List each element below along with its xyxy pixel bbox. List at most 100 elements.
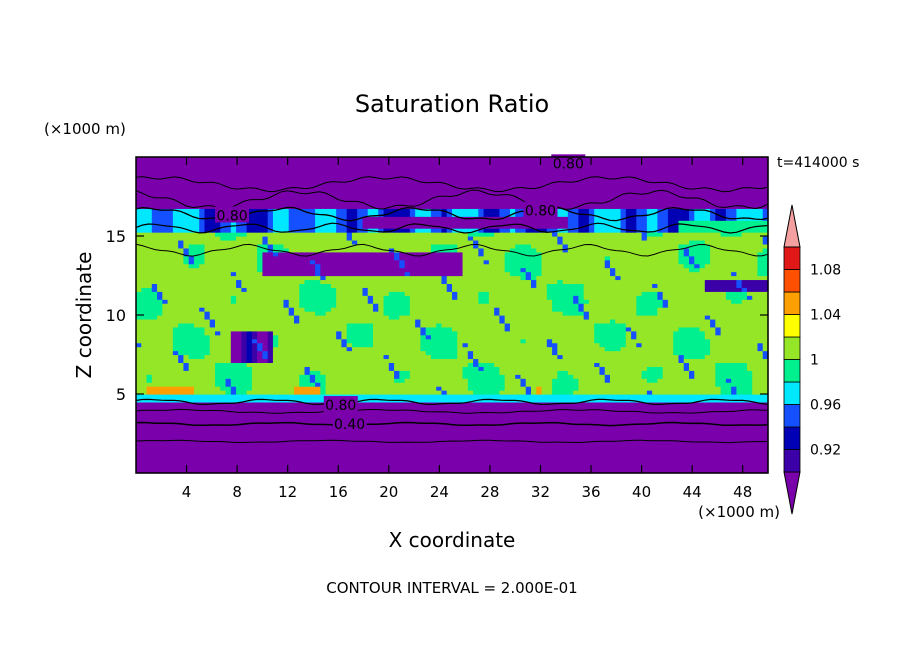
heatmap-cell [199,409,206,415]
heatmap-cell [178,366,184,371]
heatmap-cell [288,390,295,395]
heatmap-cell [462,433,469,439]
heatmap-cell [557,350,564,356]
heatmap-cell [225,366,232,371]
heatmap-cell [420,338,427,344]
heatmap-cell [146,445,153,450]
heatmap-cell [667,441,674,446]
heatmap-cell [294,358,300,363]
heatmap-cell [594,413,601,419]
heatmap-cell [146,433,153,439]
heatmap-cell [367,425,374,431]
heatmap-cell [315,441,321,446]
heatmap-cell [241,334,248,340]
heatmap-cell [141,397,148,403]
heatmap-cell [552,330,558,336]
heatmap-cell [357,382,364,387]
heatmap-cell [204,311,211,316]
heatmap-cell [383,405,390,411]
heatmap-cell [704,354,711,360]
heatmap-cell [188,358,195,363]
heatmap-cell [357,338,364,344]
heatmap-cell [415,338,421,344]
heatmap-cell [494,342,500,348]
heatmap-cell [557,421,564,427]
heatmap-cell [504,433,511,439]
heatmap-cell [583,322,590,328]
heatmap-cell [362,322,369,328]
heatmap-cell [641,386,648,391]
heatmap-cell [388,390,395,395]
heatmap-cell [320,362,327,367]
heatmap-cell [193,342,200,348]
heatmap-cell [525,366,532,371]
heatmap-cell [283,421,290,427]
heatmap-cell [383,409,390,415]
heatmap-cell [599,457,606,462]
heatmap-cell [746,311,753,316]
heatmap-cell [689,346,695,352]
heatmap-cell [636,394,643,399]
heatmap-cell [236,326,242,332]
heatmap-cell [562,397,569,403]
heatmap-cell [446,429,453,435]
heatmap-cell [236,401,242,407]
heatmap-cell [357,465,364,470]
heatmap-cell [404,354,411,360]
heatmap-cell [251,307,258,312]
heatmap-cell [309,307,316,312]
heatmap-cell [299,311,306,316]
heatmap-cell [193,326,200,332]
heatmap-cell [552,378,558,383]
heatmap-cell [657,374,664,379]
heatmap-cell [204,386,211,391]
heatmap-cell [657,350,664,356]
heatmap-cell [230,318,237,324]
heatmap-cell [494,326,500,332]
heatmap-cell [341,409,348,415]
heatmap-cell [673,405,680,411]
heatmap-cell [625,362,632,367]
heatmap-cell [415,342,421,348]
heatmap-cell [546,338,553,344]
heatmap-cell [193,322,200,328]
heatmap-cell [462,449,469,454]
heatmap-cell [673,330,680,336]
heatmap-cell [562,386,569,391]
heatmap-cell [420,334,427,340]
heatmap-cell [704,405,711,411]
heatmap-cell [725,386,732,391]
heatmap-cell [757,445,764,450]
heatmap-cell [199,370,206,375]
heatmap-cell [430,445,437,450]
heatmap-cell [141,441,148,446]
heatmap-cell [583,469,590,474]
heatmap-cell [573,405,579,411]
heatmap-cell [615,449,622,454]
heatmap-cell [483,358,490,363]
heatmap-cell [699,374,706,379]
heatmap-cell [588,461,595,466]
heatmap-cell [330,378,337,383]
heatmap-cell [199,374,206,379]
heatmap-cell [362,382,369,387]
heatmap-cell [725,417,732,423]
heatmap-cell [399,362,406,367]
heatmap-cell [673,358,680,363]
heatmap-cell [662,445,669,450]
heatmap-cell [752,449,759,454]
heatmap-cell [583,342,590,348]
heatmap-cell [715,394,722,399]
heatmap-cell [420,429,427,435]
heatmap-cell [367,461,374,466]
heatmap-cell [636,346,643,352]
heatmap-cell [346,465,353,470]
heatmap-cell [652,449,658,454]
heatmap-cell [541,362,548,367]
heatmap-cell [257,326,263,332]
heatmap-cell [757,362,764,367]
heatmap-cell [499,401,506,407]
heatmap-cell [415,394,421,399]
heatmap-cell [225,370,232,375]
heatmap-cell [362,334,369,340]
